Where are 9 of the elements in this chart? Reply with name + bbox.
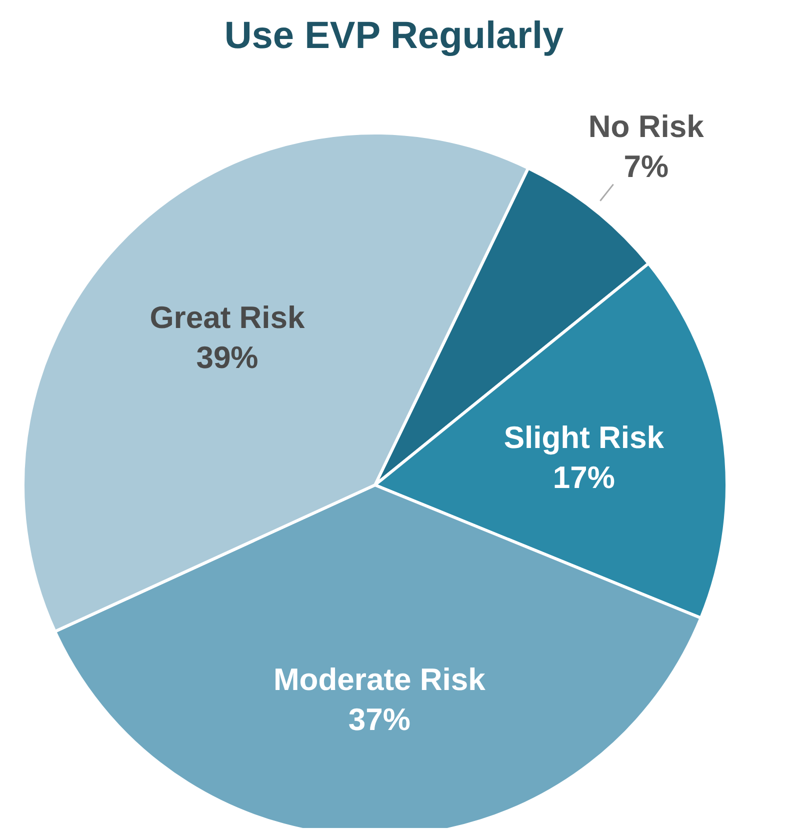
data-label: 7% [624, 148, 669, 184]
data-label: 37% [348, 702, 410, 738]
data-label: 17% [552, 460, 615, 496]
data-label: 39% [196, 340, 258, 376]
slice-label: Moderate Risk [273, 662, 486, 698]
chart-title: Use EVP Regularly [223, 14, 565, 59]
slice-label: Great Risk [150, 300, 306, 336]
slice-label: Slight Risk [504, 420, 665, 456]
slice-label: No Risk [588, 108, 705, 144]
